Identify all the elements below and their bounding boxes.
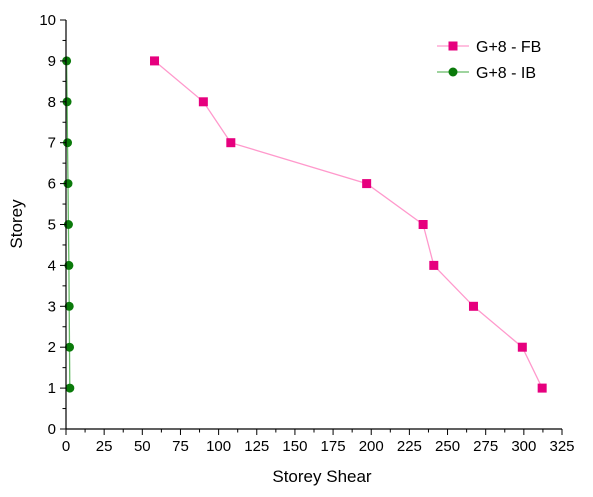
legend-label-g-8-fb: G+8 - FB [476, 39, 541, 56]
y-tick-label: 8 [48, 94, 56, 111]
x-tick-label: 225 [397, 438, 422, 455]
data-point-g-8-ib [62, 56, 72, 66]
plot-area [62, 56, 547, 393]
x-tick-label: 75 [172, 438, 189, 455]
data-point-g-8-ib [65, 342, 75, 352]
data-point-g-8-fb [150, 56, 160, 66]
data-point-g-8-fb [226, 138, 236, 148]
data-point-g-8-ib [63, 138, 73, 148]
y-tick-label: 9 [48, 53, 56, 70]
legend-marker-g-8-fb [448, 41, 458, 51]
y-tick-label: 7 [48, 135, 56, 152]
y-tick-label: 1 [48, 380, 56, 397]
legend-label-g-8-ib: G+8 - IB [476, 65, 536, 82]
legend-marker-g-8-ib [448, 67, 458, 77]
data-point-g-8-fb [468, 301, 478, 311]
data-point-g-8-ib [65, 383, 75, 393]
y-tick-label: 6 [48, 176, 56, 193]
x-tick-label: 300 [511, 438, 536, 455]
x-tick-label: 0 [62, 438, 70, 455]
data-point-g-8-fb [537, 383, 547, 393]
data-point-g-8-fb [198, 97, 208, 107]
y-tick-label: 5 [48, 217, 56, 234]
data-point-g-8-fb [429, 260, 439, 270]
y-axis-title: Storey [7, 199, 26, 249]
x-tick-label: 125 [244, 438, 269, 455]
x-tick-label: 50 [134, 438, 151, 455]
data-point-g-8-ib [64, 260, 74, 270]
x-tick-label: 25 [96, 438, 113, 455]
data-point-g-8-ib [64, 301, 74, 311]
legend: G+8 - FB G+8 - IB [437, 39, 541, 82]
x-tick-label: 150 [282, 438, 307, 455]
data-point-g-8-ib [62, 97, 72, 107]
data-point-g-8-fb [418, 220, 428, 229]
x-tick-label: 100 [206, 438, 231, 455]
x-tick-label: 325 [549, 438, 574, 455]
data-point-g-8-fb [517, 342, 527, 352]
y-tick-label: 10 [39, 12, 56, 29]
y-tick-label: 4 [48, 257, 56, 274]
y-tick-label: 2 [48, 339, 56, 356]
data-point-g-8-fb [362, 179, 372, 189]
x-tick-label: 175 [321, 438, 346, 455]
x-axis-title: Storey Shear [272, 467, 372, 486]
series-line-g-8-fb [154, 60, 543, 389]
axes: Storey Shear Storey 0 25 50 75 100 125 150 175 2… [7, 12, 575, 486]
y-tick-label: 3 [48, 298, 56, 315]
x-tick-label: 200 [359, 438, 384, 455]
x-tick-label: 250 [435, 438, 460, 455]
y-tick-label: 0 [48, 421, 56, 438]
x-tick-label: 275 [473, 438, 498, 455]
